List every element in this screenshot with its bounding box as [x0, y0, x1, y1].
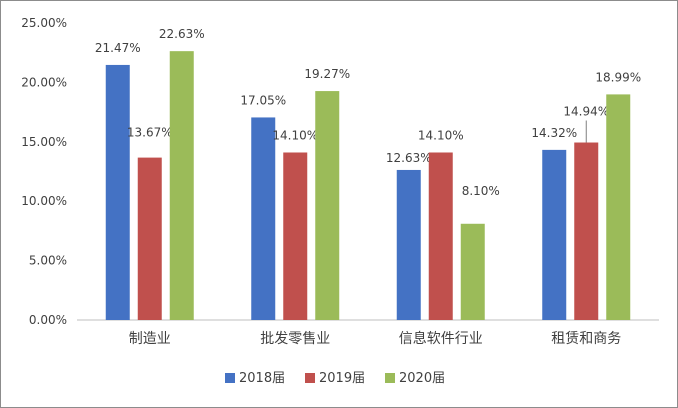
data-label: 14.94% — [563, 105, 609, 119]
y-tick-label: 5.00% — [29, 254, 67, 268]
data-label: 18.99% — [595, 70, 641, 84]
category-label: 信息软件行业 — [399, 330, 483, 347]
data-label: 14.10% — [418, 128, 464, 142]
legend-swatch — [225, 373, 235, 383]
data-label: 14.32% — [531, 126, 577, 140]
legend-swatch — [385, 373, 395, 383]
y-tick-label: 10.00% — [21, 194, 67, 208]
bar — [460, 223, 485, 320]
y-tick-label: 0.00% — [29, 313, 67, 327]
bar — [137, 157, 162, 320]
bar — [169, 51, 194, 320]
category-label: 制造业 — [129, 331, 171, 347]
data-label: 14.10% — [272, 128, 318, 142]
data-label: 8.10% — [462, 184, 500, 198]
bar — [251, 117, 276, 320]
category-label: 批发零售业 — [260, 331, 330, 347]
legend-label: 2019届 — [319, 371, 365, 386]
data-label: 13.67% — [127, 126, 173, 140]
bar — [574, 142, 599, 320]
data-label: 12.63% — [386, 151, 432, 165]
data-label: 22.63% — [159, 27, 205, 41]
bar — [315, 91, 340, 320]
legend-label: 2020届 — [399, 371, 445, 386]
legend-swatch — [305, 373, 315, 383]
bar — [606, 94, 631, 320]
bar — [396, 169, 421, 320]
y-tick-label: 20.00% — [21, 75, 67, 89]
legend-label: 2018届 — [239, 371, 285, 386]
y-tick-label: 15.00% — [21, 135, 67, 149]
y-tick-label: 25.00% — [21, 16, 67, 30]
bar — [542, 149, 567, 320]
bar — [283, 152, 308, 320]
data-label: 17.05% — [240, 93, 286, 107]
data-label: 21.47% — [95, 41, 141, 55]
bar — [105, 64, 130, 320]
data-label: 19.27% — [304, 67, 350, 81]
category-label: 租赁和商务 — [551, 331, 621, 347]
bar — [428, 152, 453, 320]
